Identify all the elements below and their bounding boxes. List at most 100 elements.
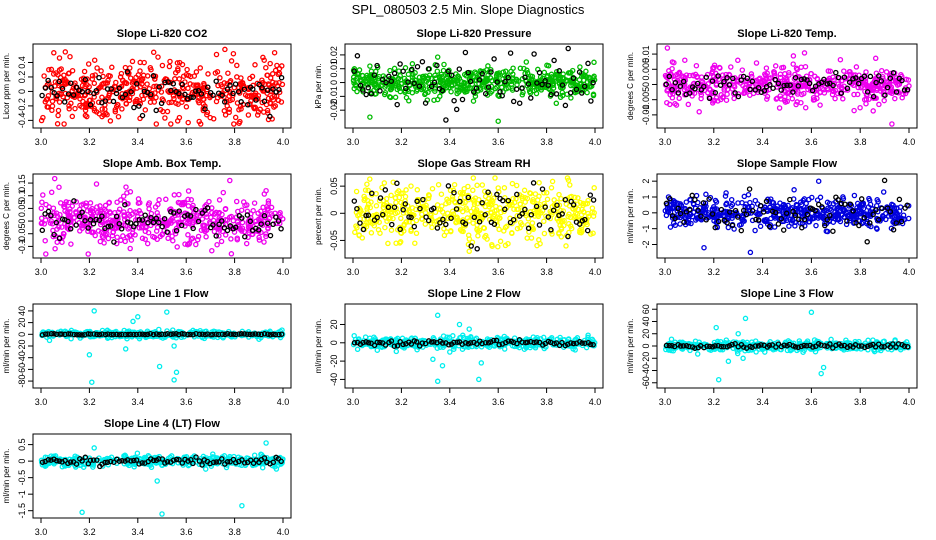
reference-point <box>824 81 831 87</box>
data-point <box>94 65 100 71</box>
reference-point <box>884 84 891 91</box>
data-point <box>439 209 446 215</box>
reference-point <box>853 75 859 81</box>
data-point <box>422 221 429 227</box>
reference-point <box>39 92 45 99</box>
data-point <box>832 95 838 102</box>
reference-point <box>718 206 725 213</box>
reference-point <box>276 86 282 93</box>
data-point <box>475 233 481 239</box>
reference-point <box>686 90 693 96</box>
data-point <box>93 181 100 187</box>
y-axis-label: Licor ppm per min. <box>2 53 11 119</box>
data-point <box>514 206 520 213</box>
data-point <box>183 104 190 110</box>
data-point <box>119 106 125 112</box>
reference-point <box>901 87 908 93</box>
outlier-point <box>563 243 569 249</box>
data-point <box>107 73 113 79</box>
reference-point <box>514 191 520 198</box>
data-point <box>578 212 585 218</box>
data-point <box>359 72 366 79</box>
reference-point <box>462 49 469 56</box>
data-point <box>670 220 677 226</box>
data-point <box>197 65 204 71</box>
x-tick-label: 3.8 <box>540 397 553 407</box>
data-point <box>193 241 199 248</box>
data-point <box>207 114 213 121</box>
data-point <box>387 67 393 74</box>
reference-point <box>456 66 463 72</box>
x-tick-label: 3.0 <box>35 267 48 277</box>
data-point <box>744 87 750 93</box>
reference-point <box>139 112 146 119</box>
reference-point <box>374 62 380 69</box>
data-point <box>687 84 694 90</box>
data-point <box>408 183 414 189</box>
x-tick-label: 3.8 <box>540 267 553 277</box>
reference-point <box>821 76 827 83</box>
y-tick-label: -0.005 <box>641 87 651 113</box>
reference-point <box>539 81 545 88</box>
reference-point <box>562 196 569 203</box>
data-point <box>505 240 511 247</box>
data-point <box>412 240 418 246</box>
data-point <box>419 211 425 218</box>
data-point <box>46 66 52 73</box>
reference-point <box>536 222 543 228</box>
reference-point <box>749 78 756 85</box>
reference-point <box>193 88 199 94</box>
reference-point <box>573 86 580 93</box>
reference-point <box>363 91 369 98</box>
reference-point <box>467 78 474 85</box>
panel-title: Slope Li-820 Pressure <box>417 28 532 40</box>
data-point <box>876 101 882 108</box>
data-point <box>548 71 555 78</box>
data-point <box>259 77 265 83</box>
reference-point <box>210 92 216 98</box>
data-point <box>667 224 674 230</box>
data-point <box>577 64 583 70</box>
data-point <box>141 59 147 66</box>
reference-point <box>354 53 361 59</box>
reference-point <box>383 79 389 86</box>
x-tick-label: 3.8 <box>228 137 241 147</box>
reference-point <box>551 57 557 64</box>
data-point <box>739 67 746 73</box>
reference-point <box>548 91 554 98</box>
data-point <box>49 107 55 114</box>
data-point <box>573 84 580 91</box>
data-point <box>443 79 450 86</box>
data-point <box>123 184 129 190</box>
data-point <box>722 193 729 199</box>
reference-point <box>245 102 251 108</box>
data-point <box>449 83 455 89</box>
data-point <box>38 215 45 221</box>
data-point <box>549 178 556 185</box>
data-point <box>851 192 858 199</box>
data-point <box>145 229 152 236</box>
data-point <box>809 194 815 201</box>
data-point <box>590 92 597 99</box>
data-point <box>559 89 566 96</box>
x-tick-label: 3.2 <box>83 397 96 407</box>
data-point <box>176 191 182 198</box>
reference-point <box>45 208 52 215</box>
data-point <box>883 69 890 75</box>
reference-point <box>205 84 211 90</box>
data-point <box>689 89 695 96</box>
data-point <box>731 95 737 102</box>
reference-point <box>164 229 170 235</box>
data-point <box>61 72 67 78</box>
y-tick-label: 0.05 <box>17 200 27 218</box>
reference-point <box>590 79 596 86</box>
x-tick-label: 3.6 <box>492 137 505 147</box>
data-point <box>553 68 560 75</box>
outlier-point <box>553 100 560 107</box>
data-point <box>784 98 791 105</box>
reference-point <box>746 186 753 192</box>
data-point <box>122 238 128 245</box>
data-point <box>147 99 154 105</box>
